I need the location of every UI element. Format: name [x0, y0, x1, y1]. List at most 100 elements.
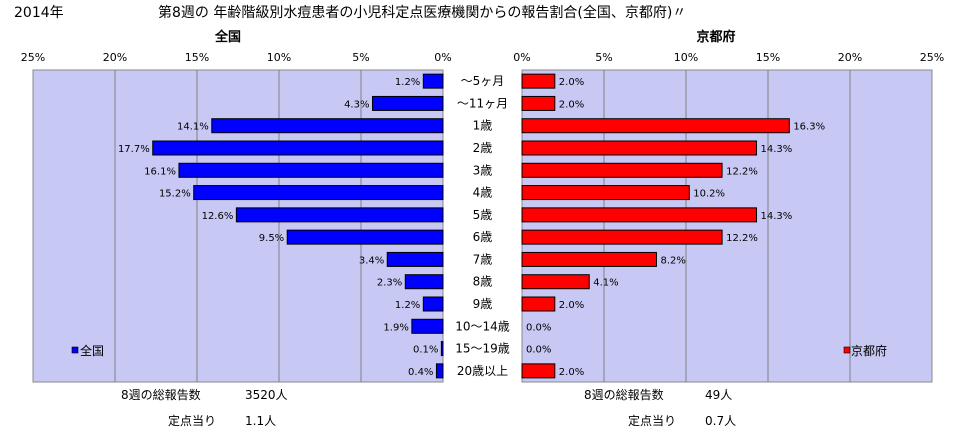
national-value-label: 1.2% [395, 300, 420, 311]
kyoto-panel-title: 京都府 [696, 29, 735, 45]
kyoto-per-site-label: 定点当り [628, 414, 677, 428]
national-tick-label: 5% [352, 51, 369, 64]
kyoto-tick-label: 5% [595, 51, 612, 64]
kyoto-legend: 京都府 [843, 343, 887, 358]
kyoto-value-label: 0.0% [526, 345, 551, 356]
national-per-site-value: 1.1人 [245, 414, 277, 428]
kyoto-value-label: 16.3% [793, 122, 825, 133]
national-legend-label: 全国 [80, 343, 104, 358]
age-category-label: 3歳 [473, 163, 493, 177]
age-category-label: 8歳 [473, 275, 493, 289]
kyoto-value-label: 12.2% [726, 233, 758, 244]
national-value-label: 16.1% [144, 166, 176, 177]
age-category-label: 4歳 [473, 186, 493, 200]
national-bar [386, 251, 444, 267]
national-tick-label: 0% [434, 51, 451, 64]
kyoto-bar [521, 73, 556, 89]
national-panel-title: 全国 [214, 29, 241, 45]
kyoto-tick-label: 0% [513, 51, 530, 64]
national-total-label: 8週の総報告数 [121, 388, 201, 402]
national-bar [440, 341, 444, 357]
age-category-label: 6歳 [473, 230, 493, 244]
national-bars: 1.2% 4.3% 14.1% 17.7% 16.1% 15.2% 12.6% 9.5% 3.4… [118, 73, 444, 379]
national-value-label: 12.6% [202, 211, 234, 222]
national-value-label: 14.1% [177, 122, 209, 133]
national-bar [152, 140, 444, 156]
national-bar [435, 363, 444, 379]
kyoto-value-label: 12.2% [726, 166, 758, 177]
national-value-label: 2.3% [377, 278, 402, 289]
national-value-label: 3.4% [359, 255, 384, 266]
kyoto-bar [521, 118, 790, 134]
age-category-label: 15～19歳 [455, 342, 510, 356]
national-value-label: 4.3% [344, 99, 369, 110]
age-category-label: 10～14歳 [455, 319, 510, 333]
kyoto-value-label: 2.0% [559, 300, 584, 311]
national-bar [422, 296, 444, 312]
year-label: 2014年 [14, 5, 64, 21]
kyoto-bar [521, 140, 758, 156]
national-bar [211, 118, 444, 134]
national-value-label: 1.9% [383, 322, 408, 333]
national-axis-ticks: 25% 20% 15% 10% 5% 0% [21, 51, 452, 64]
kyoto-bar [521, 229, 723, 245]
age-category-label: 9歳 [473, 297, 493, 311]
kyoto-bar [521, 95, 556, 111]
kyoto-value-label: 8.2% [660, 255, 685, 266]
kyoto-axis-ticks: 0% 5% 10% 15% 20% 25% [513, 51, 944, 64]
national-plot-area [32, 69, 444, 383]
national-total-value: 3520人 [245, 388, 288, 402]
national-tick-label: 10% [267, 51, 291, 64]
kyoto-value-label: 4.1% [593, 278, 618, 289]
age-category-label: ～11ヶ月 [457, 96, 508, 110]
national-legend: 全国 [71, 343, 104, 358]
kyoto-bar [521, 185, 690, 201]
national-bar [193, 185, 444, 201]
national-bar [404, 274, 444, 290]
age-category-label: 2歳 [473, 141, 493, 155]
kyoto-bar [521, 251, 657, 267]
kyoto-bar [521, 207, 758, 223]
national-per-site-label: 定点当り [168, 414, 217, 428]
kyoto-plot-area [521, 69, 933, 383]
kyoto-value-label: 2.0% [559, 77, 584, 88]
kyoto-tick-label: 20% [838, 51, 862, 64]
kyoto-value-label: 10.2% [693, 189, 725, 200]
age-category-label: 1歳 [473, 119, 493, 133]
age-category-label: ～5ヶ月 [461, 74, 505, 88]
kyoto-tick-label: 25% [920, 51, 944, 64]
national-tick-label: 15% [185, 51, 209, 64]
national-value-label: 1.2% [395, 77, 420, 88]
kyoto-bar [521, 274, 590, 290]
national-bar [411, 318, 444, 334]
kyoto-value-label: 0.0% [526, 322, 551, 333]
kyoto-total-label: 8週の総報告数 [584, 388, 664, 402]
kyoto-value-label: 2.0% [559, 99, 584, 110]
chart-title: 第8週の 年齢階級別水痘患者の小児科定点医療機関からの報告割合(全国、京都府)〃 [158, 4, 686, 21]
kyoto-bar [521, 363, 556, 379]
age-category-label: 7歳 [473, 252, 493, 266]
kyoto-total-value: 49人 [705, 388, 733, 402]
national-legend-swatch [71, 346, 79, 354]
national-bar [235, 207, 444, 223]
kyoto-legend-label: 京都府 [851, 343, 887, 358]
age-category-labels: ～5ヶ月 ～11ヶ月 1歳 2歳 3歳 4歳 5歳 6歳 7歳 8歳 9歳 10～14歳 15～19歳 2… [455, 74, 510, 378]
kyoto-value-label: 2.0% [559, 367, 584, 378]
age-category-label: 20歳以上 [457, 364, 508, 378]
national-value-label: 9.5% [259, 233, 284, 244]
kyoto-value-label: 14.3% [761, 211, 793, 222]
national-value-label: 15.2% [159, 189, 191, 200]
national-value-label: 0.4% [408, 367, 433, 378]
national-bar [286, 229, 444, 245]
kyoto-legend-swatch [843, 346, 851, 354]
kyoto-bar [521, 162, 723, 178]
national-value-label: 0.1% [413, 345, 438, 356]
national-bar [422, 73, 444, 89]
kyoto-bar [521, 296, 556, 312]
national-value-label: 17.7% [118, 144, 150, 155]
national-bar [371, 95, 444, 111]
national-tick-label: 20% [103, 51, 127, 64]
kyoto-bars: 2.0%2.0%16.3%14.3%12.2%10.2%14.3%12.2%8.… [521, 73, 825, 379]
kyoto-tick-label: 10% [674, 51, 698, 64]
